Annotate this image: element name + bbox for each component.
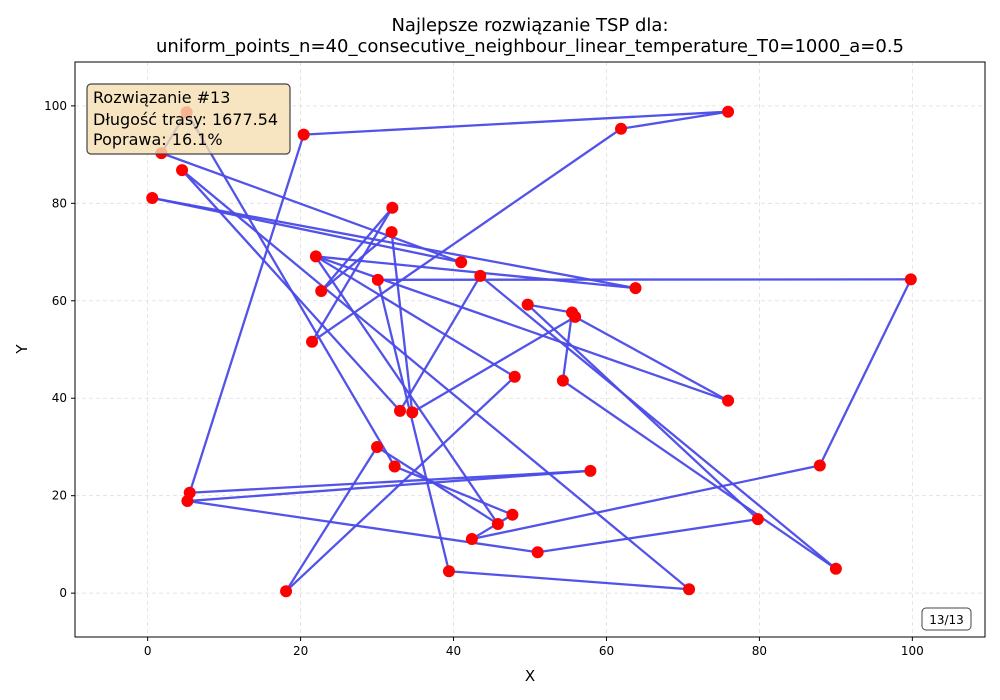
city-point (309, 250, 322, 263)
y-axis-label: Y (13, 344, 31, 355)
plot-frame (74, 61, 986, 638)
route-segment (310, 127, 623, 343)
city-point (584, 464, 597, 477)
route-segment (376, 278, 451, 573)
info-improvement: Poprawa: 16.1% (93, 130, 223, 149)
y-tick-label: 20 (52, 489, 67, 503)
route-segment (180, 169, 691, 591)
route-segment (818, 278, 912, 467)
route-segment (188, 133, 305, 494)
y-tick-label: 80 (52, 196, 67, 210)
city-point (629, 282, 642, 295)
route-segment (186, 499, 539, 554)
route-segment (186, 469, 592, 503)
city-point (297, 128, 310, 141)
route-segment (536, 517, 760, 554)
city-point (306, 335, 319, 348)
frame-counter: 13/13 (921, 607, 972, 631)
route-segment (479, 274, 838, 570)
route-segment (470, 464, 821, 541)
city-point (508, 370, 521, 383)
y-tick-label: 100 (44, 99, 67, 113)
info-box-background (86, 83, 291, 155)
city-point (386, 201, 399, 214)
city-point (371, 273, 384, 286)
route-segment (561, 379, 838, 570)
x-tick-label: 60 (599, 644, 614, 658)
route-segment (284, 445, 379, 593)
route-segment (302, 110, 730, 136)
city-point (813, 459, 826, 472)
city-point (683, 583, 696, 596)
city-point (315, 285, 328, 298)
city-point (566, 306, 579, 319)
info-box: Rozwiązanie #13 Długość trasy: 1677.54 P… (86, 83, 291, 155)
y-tick-label: 60 (52, 294, 67, 308)
route-segment (314, 255, 516, 378)
city-point (176, 164, 189, 177)
city-point (406, 406, 419, 419)
y-axis-ticks: 0 20 40 60 80 100 (44, 99, 75, 600)
city-point (722, 105, 735, 118)
chart-title-line1: Najlepsze rozwiązanie TSP dla: (391, 15, 668, 36)
frame-counter-text: 13/13 (929, 613, 964, 627)
city-point (442, 565, 455, 578)
y-tick-label: 0 (59, 586, 67, 600)
city-point (280, 585, 293, 598)
info-solution-number: Rozwiązanie #13 (93, 88, 230, 107)
x-axis-label: X (525, 667, 535, 685)
city-point (506, 508, 519, 521)
city-point (491, 517, 504, 530)
route-segment (447, 570, 691, 591)
route-segment (398, 274, 482, 413)
city-point (531, 546, 544, 559)
route-segment (390, 230, 414, 414)
x-axis-ticks: 0 20 40 60 80 100 (144, 637, 924, 658)
city-point (521, 298, 534, 311)
route-segment (188, 469, 592, 494)
city-point (465, 533, 478, 546)
route-segment (393, 465, 514, 516)
y-tick-label: 40 (52, 391, 67, 405)
city-points (146, 105, 917, 598)
route-segment (573, 315, 730, 402)
frame-counter-background (921, 607, 972, 631)
x-tick-label: 80 (752, 644, 767, 658)
city-point (474, 269, 487, 282)
route-segment (310, 206, 394, 343)
city-point (146, 191, 159, 204)
route-segment (526, 303, 760, 521)
city-point (371, 440, 384, 453)
x-tick-label: 40 (446, 644, 461, 658)
route-segment (470, 513, 514, 541)
route-lines (151, 110, 912, 593)
city-point (385, 226, 398, 239)
city-point (181, 495, 194, 508)
route-segment (160, 151, 463, 264)
route-segment (320, 230, 393, 293)
route-segment (619, 110, 730, 130)
route-segment (185, 111, 396, 468)
city-point (722, 394, 735, 407)
city-point (394, 404, 406, 417)
city-point (829, 562, 842, 575)
city-point (388, 460, 401, 473)
city-point (751, 513, 764, 526)
x-tick-label: 20 (293, 644, 308, 658)
x-tick-label: 0 (144, 644, 152, 658)
city-point (615, 122, 627, 135)
route-segment (320, 206, 394, 293)
x-tick-label: 100 (901, 644, 924, 658)
city-point (904, 273, 917, 286)
city-point (556, 374, 569, 387)
city-point (455, 256, 468, 269)
route-segment (375, 445, 500, 526)
chart-title-line2: uniform_points_n=40_consecutive_neighbou… (156, 36, 904, 57)
route-segment (526, 303, 574, 314)
info-route-length: Długość trasy: 1677.54 (93, 110, 278, 129)
